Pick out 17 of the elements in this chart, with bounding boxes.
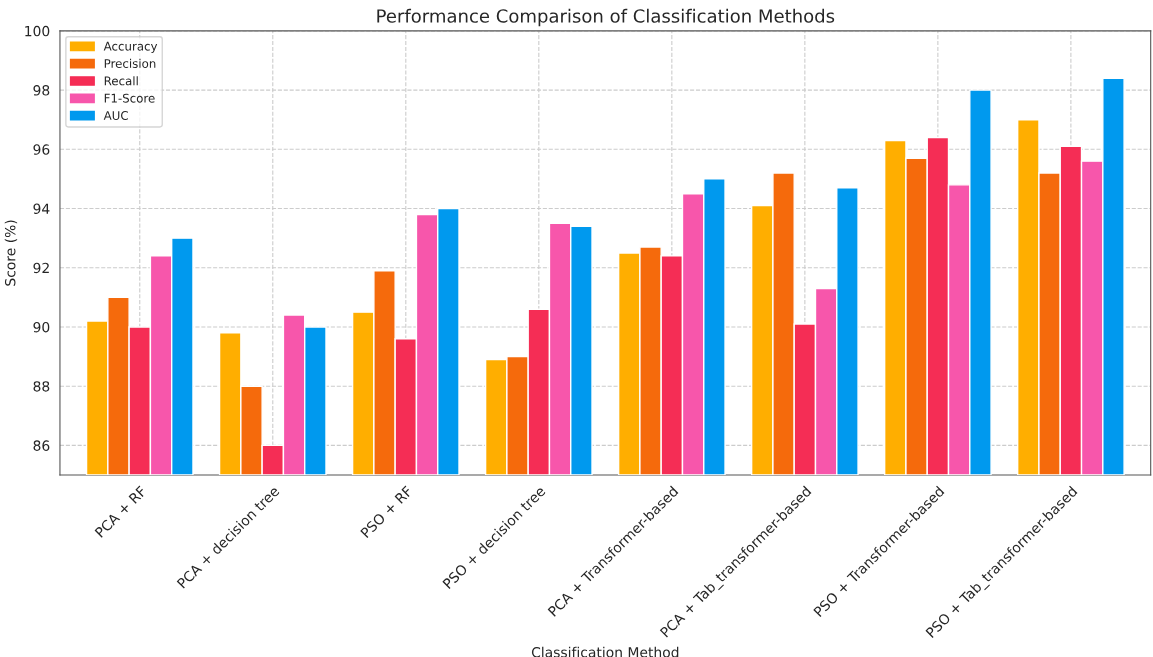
- y-tick-label: 92: [33, 262, 49, 274]
- legend-label: F1-Score: [104, 93, 155, 103]
- y-tick-label: 88: [33, 381, 50, 392]
- y-tick-label: 96: [33, 144, 50, 155]
- chart-title: Performance Comparison of Classification Methods: [377, 8, 835, 27]
- x-axis-title: Classification Method: [531, 646, 679, 657]
- legend-label: Accuracy: [103, 41, 158, 53]
- legend-label: Recall: [104, 76, 138, 86]
- y-tick-label: 94: [33, 203, 50, 215]
- legend-label: AUC: [103, 111, 128, 120]
- x-tick-label: PCA + RF: [94, 485, 147, 538]
- y-axis-title: Score (%): [4, 220, 18, 286]
- y-tick-label: 86: [33, 440, 50, 451]
- y-tick-label: 98: [33, 85, 50, 96]
- y-tick-label: 90: [33, 321, 50, 333]
- y-tick-label: 100: [25, 25, 50, 37]
- legend-label: Precision: [104, 58, 156, 68]
